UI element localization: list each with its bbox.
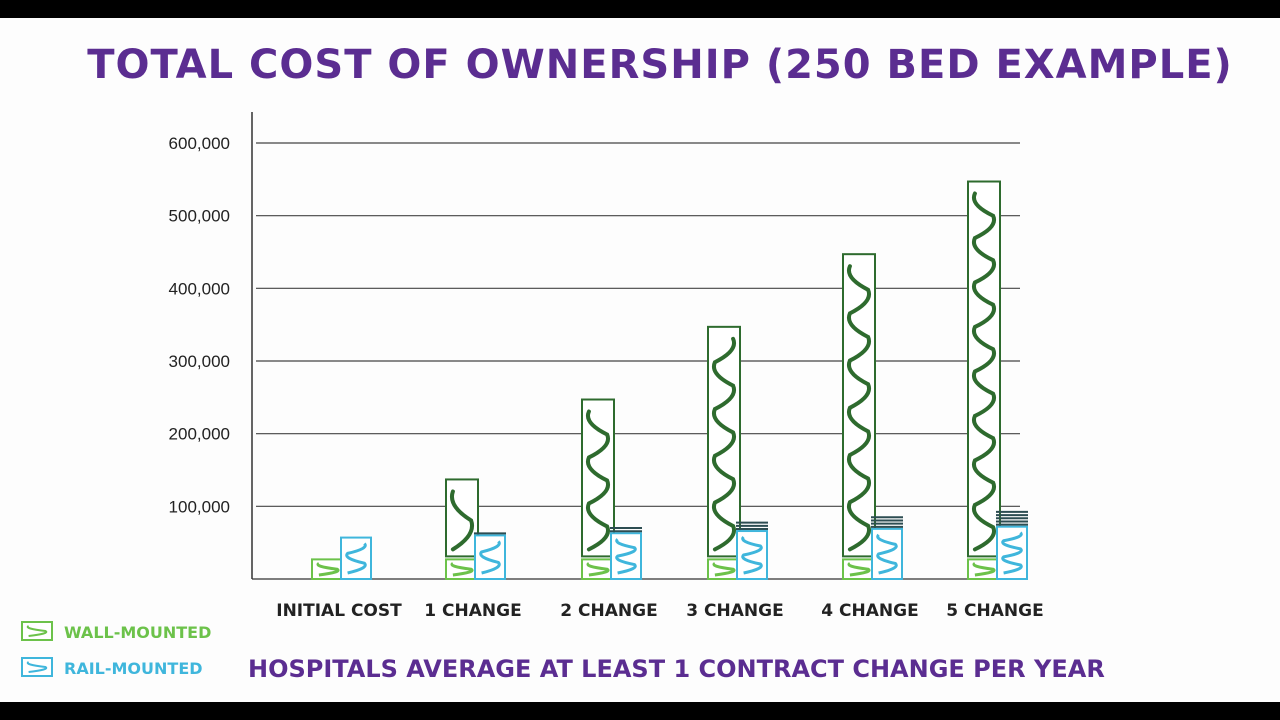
y-tick-label: 300,000 [169,352,230,371]
bar-rail-mounted-fill [479,540,501,575]
bar-rail-mounted [340,536,372,581]
bar-rail-mounted-fill [741,535,763,575]
slide-background [0,18,1280,702]
bar-wall-mounted-change-fill [847,264,871,552]
y-tick-labels: 100,000 200,000 300,000 400,000 500,000 600,0… [169,134,230,516]
bar-rail-mounted-fill [876,533,898,575]
gridlines [256,142,1020,507]
bar-rail-mounted-fill [1001,531,1023,575]
y-tick-label: 600,000 [169,134,230,153]
bar-wall-mounted-base-fill [450,562,474,577]
bar-wall-mounted-change-fill [712,336,736,552]
y-tick-label: 200,000 [169,425,230,444]
bars [311,180,1028,581]
bar-wall-mounted-base-fill [316,562,340,577]
x-tick-label: 4 CHANGE [821,601,918,621]
legend-rail-mounted-swatch-fill [26,661,48,673]
bar-rail-mounted-fill [345,542,367,575]
x-tick-labels: INITIAL COST 1 CHANGE 2 CHANGE 3 CHANGE 4 CH… [276,601,1043,621]
bar-wall-mounted-change-fill [586,409,610,552]
x-tick-label: INITIAL COST [276,601,402,621]
legend: WALL-MOUNTED RAIL-MOUNTED [21,621,211,678]
bar-wall-mounted-change-fill [972,191,996,552]
legend-wall-mounted-swatch [21,621,53,641]
y-tick-label: 100,000 [169,497,230,516]
axes [251,112,1020,580]
x-tick-label: 3 CHANGE [686,601,783,621]
bar-rail-mounted-fill [615,538,637,575]
legend-rail-mounted-swatch [21,657,53,677]
legend-rail-mounted-label: RAIL-MOUNTED [64,659,203,678]
y-tick-label: 400,000 [169,279,230,298]
x-tick-label: 2 CHANGE [560,601,657,621]
legend-wall-mounted-label: WALL-MOUNTED [64,623,211,642]
bar-wall-mounted-base-fill [847,562,871,577]
bar-wall-mounted-change [842,253,876,558]
x-tick-label: 1 CHANGE [424,601,521,621]
chart-title: TOTAL COST OF OWNERSHIP (250 BED EXAMPLE… [87,42,1233,88]
legend-wall-mounted-swatch-fill [26,625,48,637]
bar-wall-mounted-change-fill [450,489,474,552]
bar-wall-mounted-base-fill [712,562,736,577]
y-tick-label: 500,000 [169,207,230,226]
bar-wall-mounted-base-fill [972,562,996,577]
bar-wall-mounted-base-fill [586,562,610,577]
x-tick-label: 5 CHANGE [946,601,1043,621]
footnote-text: HOSPITALS AVERAGE AT LEAST 1 CONTRACT CH… [248,655,1105,683]
